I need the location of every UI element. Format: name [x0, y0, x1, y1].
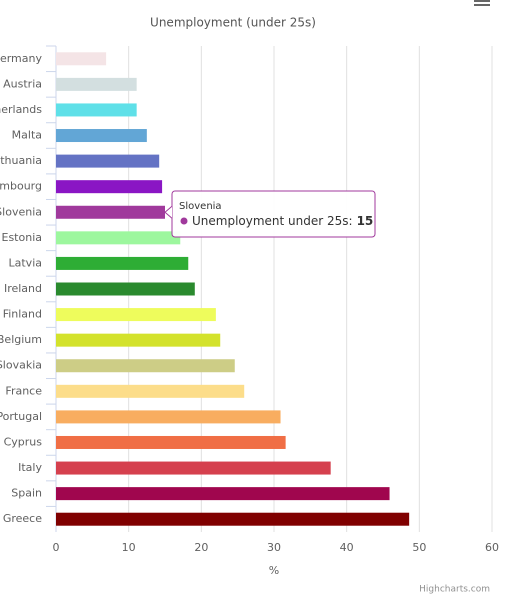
bar [56, 77, 137, 91]
y-tick-label: Slovakia [0, 359, 42, 372]
bar [56, 435, 286, 449]
y-tick-label: thuania [0, 154, 42, 167]
x-tick-label: 50 [412, 541, 426, 554]
bar [56, 129, 147, 143]
tooltip-marker [180, 217, 188, 225]
y-tick-label: Portugal [0, 410, 42, 423]
tooltip-label: Unemployment under 25s: [192, 214, 353, 228]
bar [56, 52, 107, 66]
tooltip-text: Unemployment under 25s: 15 [192, 214, 373, 228]
chart-subtitle: Unemployment (under 25s) [150, 16, 316, 30]
bar [56, 461, 331, 475]
y-tick-label: Italy [18, 461, 42, 474]
bar [56, 410, 281, 424]
y-tick-label: Spain [11, 487, 42, 500]
bar [56, 154, 160, 168]
y-tick-label: Belgium [0, 333, 42, 346]
tooltip-value: 15 [357, 214, 374, 228]
y-tick-label: Ireland [4, 282, 42, 295]
x-axis-label: % [269, 564, 279, 577]
y-tick-label: Malta [12, 129, 42, 142]
bar [56, 359, 235, 373]
y-tick-label: Cyprus [4, 435, 43, 448]
y-tick-label: Austria [3, 77, 42, 90]
bar [56, 205, 165, 219]
y-tick-label: Finland [3, 308, 42, 321]
menu-icon[interactable] [474, 0, 490, 6]
y-tick-label: herlands [0, 103, 42, 116]
y-tick-label: Estonia [2, 231, 43, 244]
y-tick-label: France [5, 384, 42, 397]
bar [56, 180, 163, 194]
menu-bar [474, 4, 490, 6]
x-tick-label: 30 [267, 541, 281, 554]
y-tick-label: Slovenia [0, 205, 42, 218]
y-tick-label: ermany [0, 52, 42, 65]
tooltip: Slovenia Unemployment under 25s: 15 [164, 190, 376, 238]
bar [56, 308, 216, 322]
y-tick-label: mbourg [0, 180, 42, 193]
bar [56, 231, 181, 245]
bar [56, 256, 189, 270]
x-tick-label: 10 [122, 541, 136, 554]
x-tick-label: 60 [485, 541, 499, 554]
x-tick-label: 40 [340, 541, 354, 554]
y-tick-label: Greece [3, 512, 42, 525]
bar [56, 487, 390, 501]
x-tick-label: 20 [194, 541, 208, 554]
bar [56, 512, 410, 526]
bar [56, 384, 245, 398]
y-tick-label: Latvia [9, 256, 43, 269]
x-tick-label: 0 [53, 541, 60, 554]
bar [56, 103, 137, 117]
tooltip-category: Slovenia [179, 201, 222, 212]
bar [56, 333, 221, 347]
bar [56, 282, 195, 296]
tooltip-pointer [164, 205, 173, 219]
menu-bar [474, 0, 490, 2]
credits[interactable]: Highcharts.com [419, 585, 490, 595]
